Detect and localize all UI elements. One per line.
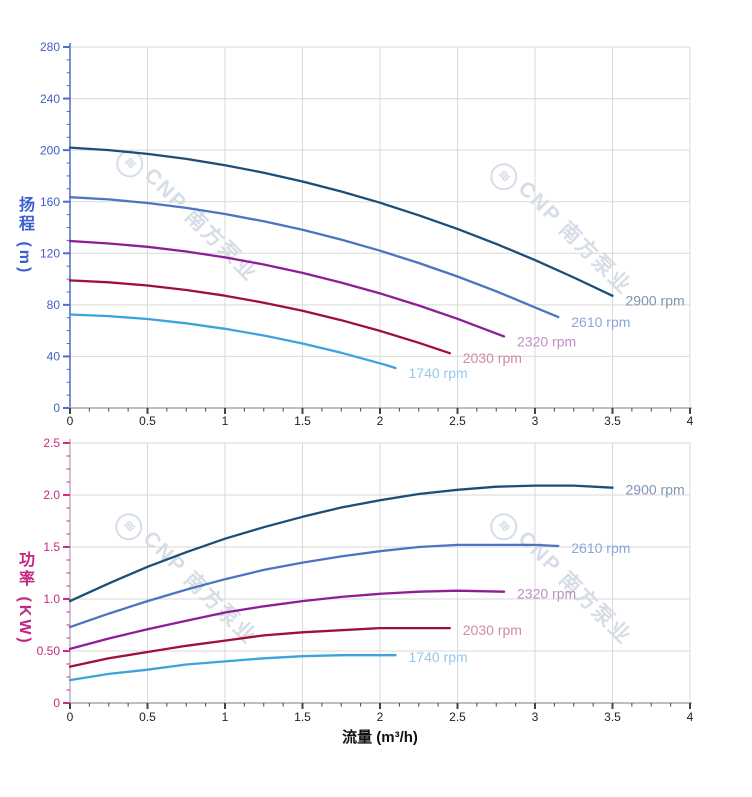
head-x-tick-label: 1: [222, 414, 229, 428]
rpm-label-power-2610-rpm: 2610 rpm: [571, 540, 630, 556]
head-y-tick-label: 200: [40, 143, 60, 157]
power-y-tick-label: 2.0: [43, 488, 60, 502]
panel-power: 0 0.50 1.0 1.5 2.0 2.5 0 0.5 1 1.5 2 2.5 3 3.5 4 2900 r…: [37, 436, 694, 724]
power-x-tick-label: 3: [532, 710, 539, 724]
power-x-tick-label: 2: [377, 710, 384, 724]
curve-power-2030-rpm: [68, 626, 451, 668]
power-x-tick-label: 0: [67, 710, 74, 724]
head-axis-title: 扬程 (m): [16, 196, 33, 276]
power-x-tick-label: 1.5: [294, 710, 311, 724]
curve-head-1740-rpm: [68, 313, 397, 370]
power-x-tick-label: 3.5: [604, 710, 621, 724]
head-y-tick-label: 80: [47, 298, 61, 312]
rpm-label-head-2320-rpm: 2320 rpm: [517, 333, 576, 349]
head-x-tick-label: 4: [687, 414, 694, 428]
curve-head-2900-rpm: [68, 146, 614, 297]
power-y-tick-label: 0.50: [37, 644, 61, 658]
head-x-tick-label: 2.5: [449, 414, 466, 428]
power-y-tick-label: 1.5: [43, 540, 60, 554]
head-y-tick-label: 40: [47, 350, 61, 364]
power-axis-title: 功率 (KW): [16, 551, 33, 646]
rpm-label-power-1740-rpm: 1740 rpm: [409, 649, 468, 665]
head-x-tick-label: 3.5: [604, 414, 621, 428]
curve-head-2610-rpm: [68, 196, 560, 319]
head-y-tick-label: 240: [40, 92, 60, 106]
panel-head: 0 40 80 120 160 200 240 280 0 0.5 1 1.5 2 2.5 3 3.5 4 290…: [40, 40, 694, 428]
head-x-tick-label: 0.5: [139, 414, 156, 428]
curve-head-2320-rpm: [68, 239, 506, 338]
curve-head-2030-rpm: [68, 279, 451, 355]
rpm-label-head-2610-rpm: 2610 rpm: [571, 314, 630, 330]
rpm-label-head-2900-rpm: 2900 rpm: [626, 293, 685, 309]
rpm-label-head-1740-rpm: 1740 rpm: [409, 365, 468, 381]
power-y-tick-label: 1.0: [43, 592, 60, 606]
power-x-tick-label: 4: [687, 710, 694, 724]
curve-power-1740-rpm: [68, 654, 397, 682]
power-y-tick-label: 0: [53, 696, 60, 710]
rpm-label-power-2900-rpm: 2900 rpm: [626, 482, 685, 498]
flow-axis-title: 流量 (m³/h): [342, 729, 418, 746]
power-x-tick-label: 1: [222, 710, 229, 724]
head-x-tick-label: 0: [67, 414, 74, 428]
rpm-label-head-2030-rpm: 2030 rpm: [463, 350, 522, 366]
rpm-label-power-2320-rpm: 2320 rpm: [517, 586, 576, 602]
power-x-tick-label: 2.5: [449, 710, 466, 724]
rpm-label-power-2030-rpm: 2030 rpm: [463, 622, 522, 638]
curve-power-2900-rpm: [68, 484, 614, 603]
head-y-tick-label: 160: [40, 195, 60, 209]
head-y-tick-label: 120: [40, 246, 60, 260]
head-y-tick-label: 280: [40, 40, 60, 54]
curve-power-2320-rpm: [68, 589, 506, 651]
head-x-tick-label: 1.5: [294, 414, 311, 428]
power-x-tick-label: 0.5: [139, 710, 156, 724]
head-x-tick-label: 2: [377, 414, 384, 428]
head-x-tick-label: 3: [532, 414, 539, 428]
curve-power-2610-rpm: [68, 543, 560, 629]
power-y-tick-label: 2.5: [43, 436, 60, 450]
head-y-tick-label: 0: [53, 401, 60, 415]
